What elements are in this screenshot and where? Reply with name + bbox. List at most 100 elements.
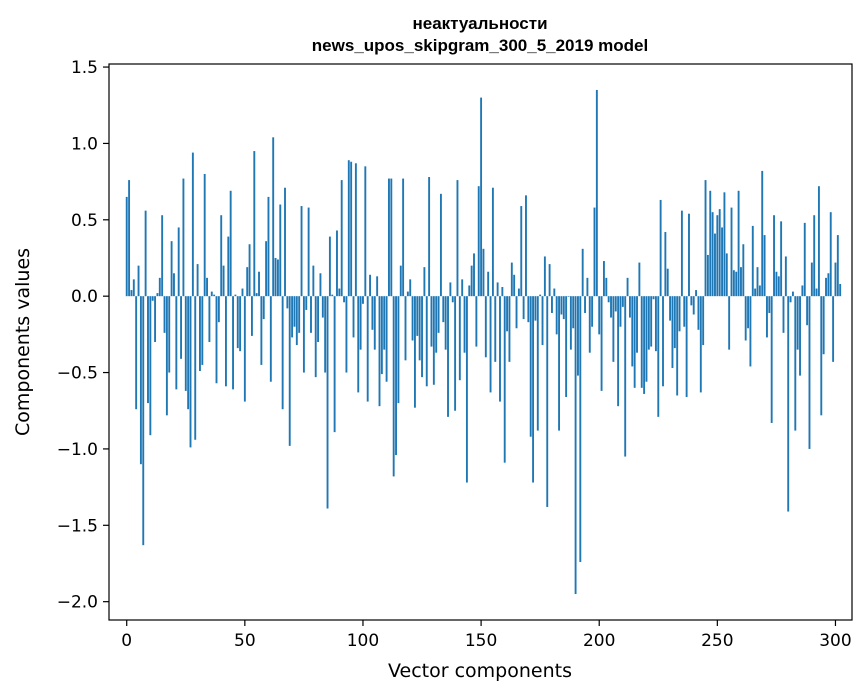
bar bbox=[430, 296, 433, 347]
bar bbox=[279, 204, 282, 297]
y-tick-label: 1.0 bbox=[71, 134, 98, 154]
bar bbox=[388, 178, 390, 297]
bar bbox=[352, 296, 355, 338]
bar bbox=[234, 294, 237, 297]
bar bbox=[614, 296, 617, 312]
bar bbox=[425, 296, 428, 387]
bar bbox=[321, 296, 324, 318]
bar bbox=[579, 296, 582, 562]
bar bbox=[477, 186, 480, 297]
bar bbox=[494, 296, 497, 362]
bar bbox=[817, 186, 820, 297]
bar bbox=[643, 296, 646, 394]
bar bbox=[208, 296, 211, 342]
bar bbox=[454, 296, 457, 411]
bar bbox=[203, 173, 206, 297]
bar bbox=[572, 296, 575, 329]
bar bbox=[714, 233, 716, 297]
bar bbox=[636, 296, 638, 353]
bar bbox=[499, 296, 501, 402]
y-tick-label: 1.5 bbox=[71, 58, 98, 78]
bar bbox=[435, 296, 438, 353]
bar bbox=[834, 262, 837, 297]
bar bbox=[376, 276, 379, 297]
bar bbox=[331, 294, 334, 297]
bar bbox=[151, 296, 154, 301]
bar bbox=[515, 296, 518, 329]
bar bbox=[222, 265, 225, 297]
bar bbox=[404, 296, 407, 361]
bar bbox=[508, 296, 511, 362]
bar bbox=[510, 262, 513, 297]
bar bbox=[784, 256, 787, 297]
bar bbox=[558, 296, 560, 431]
bar bbox=[359, 296, 362, 350]
bar bbox=[503, 296, 506, 463]
bar bbox=[525, 195, 527, 297]
bar bbox=[487, 271, 490, 297]
bar bbox=[383, 296, 386, 350]
bar bbox=[581, 248, 584, 297]
bar bbox=[239, 296, 242, 352]
bar bbox=[607, 296, 610, 303]
bar bbox=[794, 296, 797, 431]
bar bbox=[154, 296, 157, 342]
bar bbox=[728, 296, 731, 350]
bar bbox=[373, 296, 376, 350]
bar bbox=[227, 236, 230, 297]
bar bbox=[300, 206, 303, 297]
bar bbox=[659, 199, 662, 297]
bar bbox=[206, 277, 208, 297]
bar bbox=[468, 285, 471, 297]
bar bbox=[175, 296, 178, 390]
bar bbox=[345, 296, 348, 373]
bar bbox=[662, 296, 664, 387]
bar bbox=[732, 270, 735, 297]
bar bbox=[621, 296, 624, 307]
bar bbox=[281, 296, 284, 410]
bar bbox=[317, 296, 320, 342]
bar bbox=[380, 296, 383, 375]
bar bbox=[461, 279, 464, 297]
bar bbox=[369, 274, 371, 297]
bar bbox=[567, 296, 570, 297]
bar bbox=[442, 296, 445, 323]
bar bbox=[650, 296, 653, 347]
bar bbox=[411, 296, 414, 341]
bar bbox=[449, 282, 452, 297]
bar bbox=[272, 137, 275, 297]
bar bbox=[593, 207, 596, 297]
bar bbox=[437, 296, 440, 333]
bar bbox=[291, 296, 294, 338]
bar bbox=[569, 296, 572, 350]
bar bbox=[165, 296, 168, 416]
bar bbox=[139, 296, 142, 465]
bar bbox=[560, 296, 563, 315]
bar bbox=[673, 296, 676, 349]
bar bbox=[565, 296, 568, 397]
bar bbox=[664, 232, 667, 297]
bar bbox=[506, 296, 509, 332]
y-axis-ticks: −2.0 −1.5 −1.0 −0.5 0.0 0.5 1.0 1.5 bbox=[57, 58, 109, 613]
bar bbox=[702, 296, 705, 346]
bar bbox=[595, 89, 598, 297]
bar bbox=[730, 207, 733, 297]
bar bbox=[177, 227, 180, 297]
bar bbox=[808, 296, 811, 449]
bar bbox=[421, 296, 423, 378]
bar bbox=[168, 296, 171, 373]
bar bbox=[546, 296, 549, 507]
bar bbox=[128, 180, 131, 297]
bar bbox=[638, 262, 641, 297]
bar bbox=[657, 296, 660, 417]
bar bbox=[758, 285, 761, 297]
bar bbox=[742, 244, 745, 297]
bar bbox=[645, 296, 648, 382]
bar bbox=[187, 296, 190, 410]
bar bbox=[161, 215, 164, 297]
bar bbox=[584, 296, 586, 313]
x-tick-label: 100 bbox=[347, 631, 379, 651]
bar bbox=[787, 296, 790, 512]
bar bbox=[775, 271, 778, 297]
bar bbox=[666, 268, 669, 297]
